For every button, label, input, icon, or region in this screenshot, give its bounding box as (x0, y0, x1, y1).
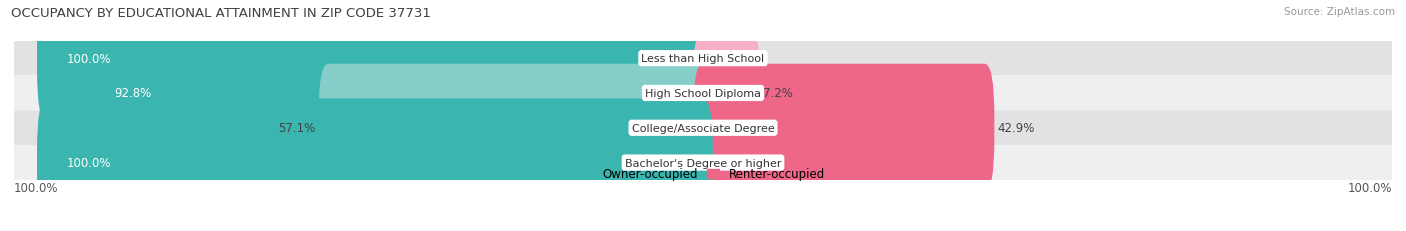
FancyBboxPatch shape (14, 111, 1392, 146)
Text: 7.2%: 7.2% (763, 87, 793, 100)
Text: High School Diploma: High School Diploma (645, 88, 761, 99)
FancyBboxPatch shape (693, 30, 761, 157)
FancyBboxPatch shape (14, 42, 1392, 76)
FancyBboxPatch shape (84, 30, 713, 157)
Text: 57.1%: 57.1% (278, 122, 315, 135)
Text: 100.0%: 100.0% (1347, 181, 1392, 194)
Text: OCCUPANCY BY EDUCATIONAL ATTAINMENT IN ZIP CODE 37731: OCCUPANCY BY EDUCATIONAL ATTAINMENT IN Z… (11, 7, 432, 20)
FancyBboxPatch shape (693, 64, 994, 192)
FancyBboxPatch shape (14, 146, 1392, 180)
Text: 100.0%: 100.0% (66, 52, 111, 65)
FancyBboxPatch shape (37, 99, 713, 227)
Text: 100.0%: 100.0% (14, 181, 59, 194)
FancyBboxPatch shape (319, 64, 713, 192)
Text: 42.9%: 42.9% (998, 122, 1035, 135)
FancyBboxPatch shape (14, 76, 1392, 111)
Legend: Owner-occupied, Renter-occupied: Owner-occupied, Renter-occupied (576, 163, 830, 185)
Text: Source: ZipAtlas.com: Source: ZipAtlas.com (1284, 7, 1395, 17)
Text: Less than High School: Less than High School (641, 54, 765, 64)
Text: Bachelor's Degree or higher: Bachelor's Degree or higher (624, 158, 782, 168)
Text: College/Associate Degree: College/Associate Degree (631, 123, 775, 133)
Text: 0.0%: 0.0% (716, 156, 745, 169)
Text: 92.8%: 92.8% (114, 87, 150, 100)
Text: 100.0%: 100.0% (66, 156, 111, 169)
Text: 0.0%: 0.0% (716, 52, 745, 65)
FancyBboxPatch shape (37, 0, 713, 123)
